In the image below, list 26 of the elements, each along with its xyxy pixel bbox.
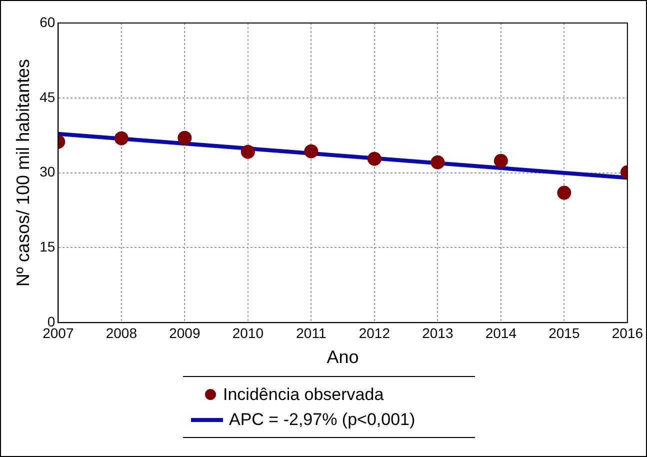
legend-label: Incidência observada: [223, 384, 384, 404]
y-tick-label: 30: [40, 164, 56, 180]
y-tick-label: 0: [47, 313, 56, 330]
point: [304, 144, 318, 158]
x-tick-label: 2011: [296, 324, 326, 341]
point: [114, 131, 128, 146]
y-tick-label: 60: [40, 14, 56, 30]
point: [557, 186, 572, 200]
point: [178, 130, 192, 145]
legend-label: APC = -2,97% (p<0,001): [229, 410, 416, 430]
x-axis-title: Ano: [326, 347, 359, 368]
point: [240, 144, 255, 159]
x-tick-label: 2008: [106, 324, 138, 341]
x-tick-label: 2012: [358, 324, 390, 341]
x-tick-label: 2014: [485, 324, 517, 341]
y-axis-title: Nº casos/ 100 mil habitantes: [12, 58, 33, 287]
point: [430, 155, 445, 170]
y-tick-label: 45: [40, 88, 56, 105]
x-tick-label: 2009: [169, 324, 200, 341]
point: [494, 154, 508, 168]
x-tick-label: 2015: [548, 324, 580, 341]
x-tick-label: 2016: [612, 324, 644, 341]
point: [367, 152, 382, 166]
x-tick-label: 2013: [422, 324, 454, 341]
x-tick-label: 2010: [232, 324, 264, 341]
y-tick-label: 15: [40, 238, 56, 255]
